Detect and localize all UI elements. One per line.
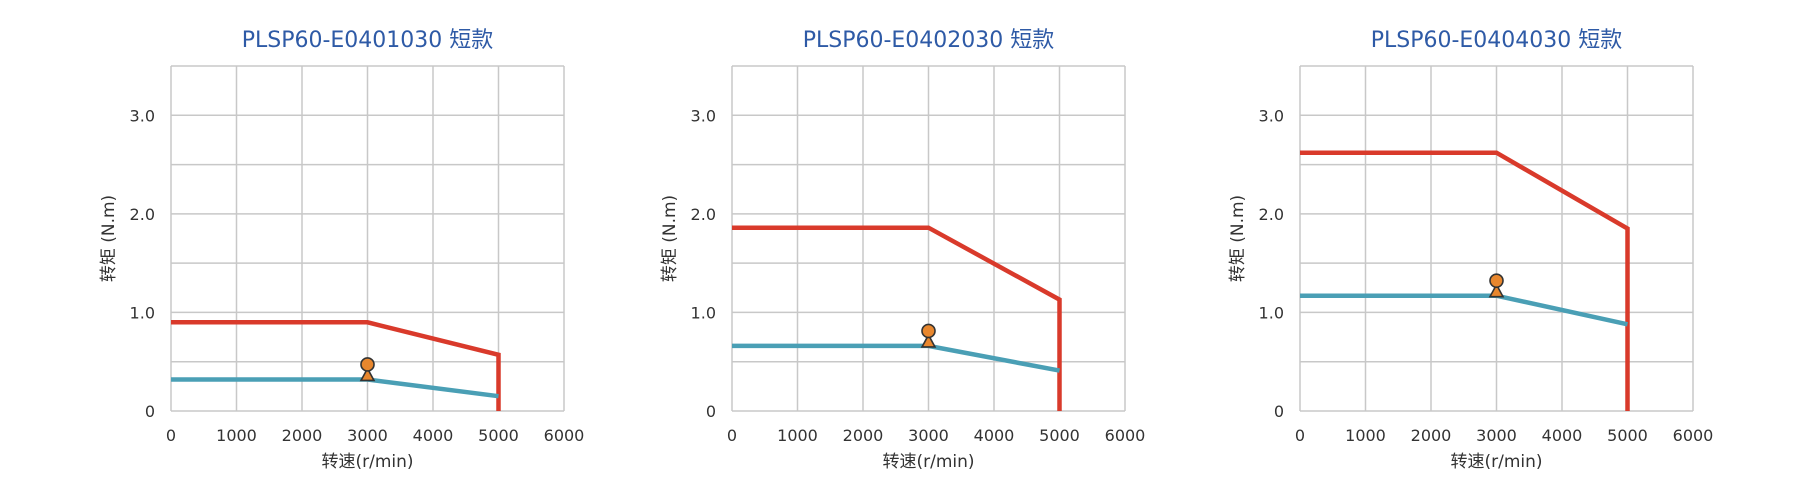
chart-3-title: PLSP60-E0404030 短款 bbox=[1371, 28, 1623, 53]
chart-2-x-tick-4: 4000 bbox=[974, 426, 1015, 445]
chart-2-rated-point-circle bbox=[921, 323, 936, 339]
chart-3-rated-point-triangle bbox=[1488, 282, 1505, 298]
chart-2-y-tick-2: 2.0 bbox=[691, 205, 716, 224]
chart-1-y-axis-label: 转矩 (N.m) bbox=[99, 195, 119, 282]
chart-1-rated-point-circle bbox=[360, 357, 375, 372]
chart-2-x-tick-6: 6000 bbox=[1105, 426, 1146, 445]
chart-3-x-tick-5: 5000 bbox=[1607, 426, 1648, 445]
chart-1-y-tick-3: 3.0 bbox=[130, 106, 155, 125]
chart-2-rated-torque-line bbox=[732, 343, 1060, 373]
chart-3-x-tick-1: 1000 bbox=[1345, 426, 1386, 445]
chart-1-x-tick-6: 6000 bbox=[544, 426, 585, 445]
chart-1-x-tick-2: 2000 bbox=[282, 426, 323, 445]
chart-2-peak-torque-line bbox=[732, 225, 1062, 411]
chart-2-x-tick-2: 2000 bbox=[843, 426, 884, 445]
chart-1-y-tick-0: 0 bbox=[145, 402, 155, 421]
chart-1-y-tick-1: 1.0 bbox=[130, 303, 155, 322]
chart-1-x-tick-1: 1000 bbox=[216, 426, 257, 445]
chart-3-y-tick-0: 0 bbox=[1274, 402, 1284, 421]
chart-3-x-tick-3: 3000 bbox=[1476, 426, 1517, 445]
chart-3-x-tick-2: 2000 bbox=[1411, 426, 1452, 445]
chart-1-x-tick-0: 0 bbox=[166, 426, 176, 445]
chart-3-rated-torque-line bbox=[1300, 293, 1628, 327]
chart-3-y-tick-2: 2.0 bbox=[1259, 205, 1284, 224]
chart-1-x-tick-3: 3000 bbox=[347, 426, 388, 445]
chart-3-x-tick-4: 4000 bbox=[1542, 426, 1583, 445]
chart-3-peak-torque-line bbox=[1300, 150, 1630, 411]
chart-2-x-tick-5: 5000 bbox=[1039, 426, 1080, 445]
chart-2-x-tick-0: 0 bbox=[727, 426, 737, 445]
chart-1-rated-torque-line bbox=[171, 377, 499, 399]
chart-1-y-tick-2: 2.0 bbox=[130, 205, 155, 224]
chart-1-x-tick-4: 4000 bbox=[413, 426, 454, 445]
chart-3-y-axis-label: 转矩 (N.m) bbox=[1228, 195, 1248, 282]
chart-1-x-axis-label: 转速(r/min) bbox=[321, 452, 413, 472]
chart-1-rated-point-triangle bbox=[359, 366, 376, 382]
chart-3-y-tick-3: 3.0 bbox=[1259, 106, 1284, 125]
chart-3-rated-point-circle bbox=[1489, 273, 1504, 288]
chart-1-peak-torque-line bbox=[171, 320, 501, 411]
chart-1-title: PLSP60-E0401030 短款 bbox=[242, 28, 494, 53]
chart-2-y-tick-1: 1.0 bbox=[691, 303, 716, 322]
chart-2-title: PLSP60-E0402030 短款 bbox=[803, 28, 1055, 53]
chart-2-x-tick-1: 1000 bbox=[777, 426, 818, 445]
chart-3-x-tick-0: 0 bbox=[1295, 426, 1305, 445]
chart-2-x-tick-3: 3000 bbox=[908, 426, 949, 445]
chart-2-y-tick-3: 3.0 bbox=[691, 106, 716, 125]
chart-3-x-tick-6: 6000 bbox=[1673, 426, 1714, 445]
chart-3-y-tick-1: 1.0 bbox=[1259, 303, 1284, 322]
chart-2-rated-point-triangle bbox=[920, 333, 937, 348]
chart-2-y-axis-label: 转矩 (N.m) bbox=[660, 195, 680, 282]
chart-3-x-axis-label: 转速(r/min) bbox=[1450, 452, 1542, 472]
chart-2-y-tick-0: 0 bbox=[706, 402, 716, 421]
chart-2-x-axis-label: 转速(r/min) bbox=[882, 452, 974, 472]
chart-1-x-tick-5: 5000 bbox=[478, 426, 519, 445]
